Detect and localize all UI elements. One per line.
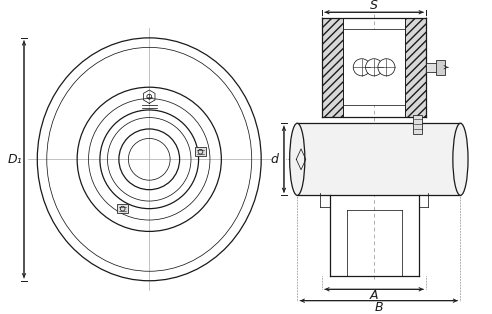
Bar [195, 147, 206, 156]
Text: A: A [370, 290, 378, 302]
Bar [343, 29, 405, 105]
Bar [436, 60, 445, 75]
Bar [405, 18, 426, 116]
Ellipse shape [453, 123, 468, 195]
Bar [117, 204, 128, 214]
Bar [426, 62, 439, 72]
Text: d: d [271, 153, 278, 166]
Circle shape [366, 59, 383, 76]
Text: D₁: D₁ [7, 153, 22, 166]
Circle shape [378, 59, 395, 76]
Text: S: S [370, 0, 378, 12]
FancyArrowPatch shape [444, 66, 448, 69]
Ellipse shape [290, 123, 305, 195]
Circle shape [353, 59, 370, 76]
Bar [322, 18, 343, 116]
Text: B: B [374, 301, 383, 314]
Bar [413, 115, 423, 134]
